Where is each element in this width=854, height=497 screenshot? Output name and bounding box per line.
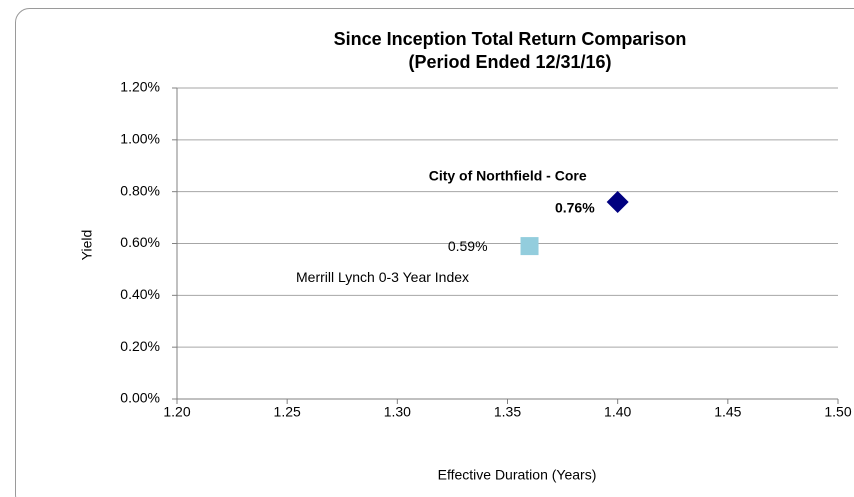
chart-border: [15, 8, 854, 497]
y-tick-label: 1.00%: [120, 131, 160, 147]
y-tick-label: 0.40%: [120, 286, 160, 302]
x-tick-label: 1.20: [163, 404, 190, 420]
chart-title: Since Inception Total Return Comparison: [334, 29, 687, 49]
series-label: City of Northfield - Core: [429, 168, 587, 184]
y-tick-label: 0.20%: [120, 338, 160, 354]
y-tick-label: 0.80%: [120, 182, 160, 198]
x-tick-label: 1.30: [384, 404, 411, 420]
value-label: 0.59%: [448, 238, 488, 254]
point: [520, 237, 539, 256]
x-tick-label: 1.35: [494, 404, 521, 420]
value-label: 0.76%: [555, 200, 595, 216]
y-tick-label: 1.20%: [120, 79, 160, 95]
point: [606, 191, 629, 214]
y-tick-label: 0.60%: [120, 234, 160, 250]
y-axis-title: Yield: [79, 230, 95, 261]
x-tick-label: 1.25: [274, 404, 301, 420]
y-tick-label: 0.00%: [120, 390, 160, 406]
x-tick-label: 1.50: [824, 404, 851, 420]
x-axis-title: Effective Duration (Years): [438, 467, 597, 483]
chart-subtitle: (Period Ended 12/31/16): [408, 52, 611, 72]
x-tick-label: 1.40: [604, 404, 631, 420]
series-label: Merrill Lynch 0-3 Year Index: [296, 269, 469, 285]
x-tick-label: 1.45: [714, 404, 741, 420]
